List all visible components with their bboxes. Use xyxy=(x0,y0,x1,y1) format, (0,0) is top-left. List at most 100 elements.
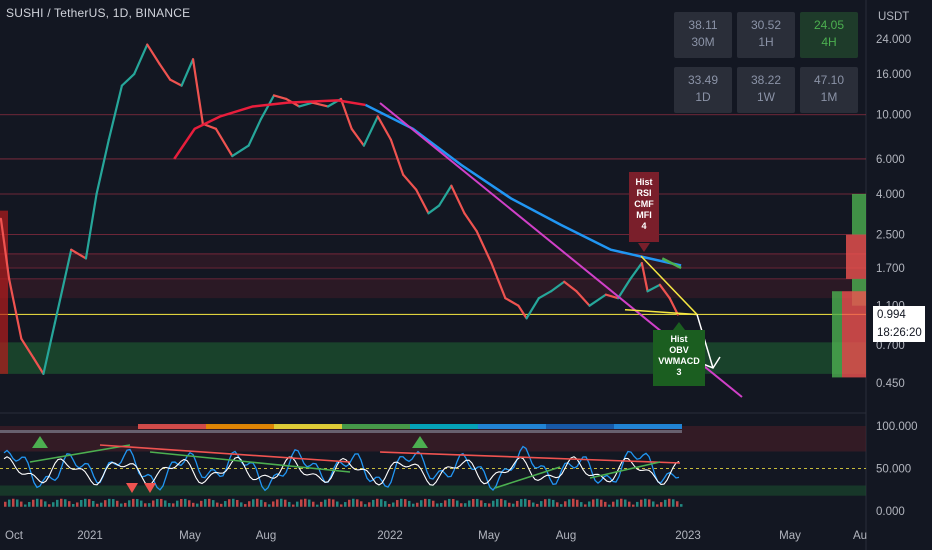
oscillator-volume-bar xyxy=(600,499,603,507)
oscillator-volume-bar xyxy=(548,498,551,507)
oscillator-volume-bar xyxy=(384,501,387,507)
oscillator-line-white xyxy=(3,456,680,486)
bearish-triangle xyxy=(126,483,138,493)
rsi-cell-1m: 47.10 1M xyxy=(800,67,858,113)
oscillator-volume-bar xyxy=(668,498,671,507)
oscillator-volume-bar xyxy=(268,504,271,507)
price-segment xyxy=(475,230,493,265)
oscillator-volume-bar xyxy=(304,498,307,507)
price-tick-label: 6.000 xyxy=(876,154,905,166)
bar-countdown-label: 18:26:20 xyxy=(873,324,925,342)
oscillator-volume-bar xyxy=(536,503,539,507)
price-tick-label: 10.000 xyxy=(876,110,911,122)
oscillator-volume-bar xyxy=(564,501,567,507)
oscillator-volume-bar xyxy=(616,499,619,507)
oscillator-tick-label: 0.000 xyxy=(876,506,905,518)
oscillator-volume-bar xyxy=(240,502,243,507)
resistance-zone xyxy=(0,253,866,269)
oscillator-volume-bar xyxy=(140,500,143,507)
oscillator-volume-bar xyxy=(76,502,79,507)
price-segment xyxy=(658,283,671,300)
oversold-zone xyxy=(0,485,866,496)
oscillator-strip xyxy=(206,424,274,429)
oscillator-volume-bar xyxy=(136,499,139,507)
oscillator-volume-bar xyxy=(212,500,215,507)
oscillator-tick-label: 50.000 xyxy=(876,464,911,476)
x-tick-label: May xyxy=(478,530,500,542)
price-tick-label: 0.700 xyxy=(876,340,905,352)
price-segment xyxy=(588,293,607,307)
rsi-cell-4h: 24.05 4H xyxy=(800,12,858,58)
price-segment xyxy=(180,58,195,87)
oscillator-strip xyxy=(410,424,478,429)
volume-profile-bar xyxy=(852,193,866,235)
oscillator-volume-bar xyxy=(360,501,363,507)
price-segment xyxy=(504,297,520,307)
volume-profile-bar xyxy=(832,291,842,378)
signal-line: RSI xyxy=(636,188,652,198)
oscillator-volume-bar xyxy=(624,499,627,507)
oscillator-strip xyxy=(0,430,682,433)
oscillator-volume-bar xyxy=(556,502,559,507)
oscillator-volume-bar xyxy=(80,500,83,507)
oscillator-volume-bar xyxy=(156,498,159,507)
oscillator-volume-bar xyxy=(436,503,439,507)
price-tick-label: 16.000 xyxy=(876,69,911,81)
price-segment xyxy=(272,94,288,101)
projection-arrow xyxy=(696,314,714,369)
oscillator-volume-bar xyxy=(380,499,383,507)
oscillator-volume-bar xyxy=(32,499,35,507)
oscillator-volume-bar xyxy=(376,498,379,507)
volume-profile-bar xyxy=(846,234,866,279)
oscillator-volume-bar xyxy=(368,502,371,507)
oscillator-volume-bar xyxy=(272,501,275,507)
signal-line: CMF xyxy=(634,199,654,209)
oscillator-volume-bar xyxy=(640,499,643,507)
oscillator-volume-bar xyxy=(512,503,515,507)
oscillator-volume-bar xyxy=(16,499,19,507)
oscillator-volume-bar xyxy=(184,498,187,507)
price-segment xyxy=(146,43,161,65)
oscillator-volume-bar xyxy=(580,502,583,507)
bearish-triangle xyxy=(144,483,156,493)
oscillator-volume-bar xyxy=(88,499,91,507)
oscillator-volume-bar xyxy=(628,501,631,507)
moving-average-red xyxy=(173,99,366,160)
oscillator-volume-bar xyxy=(416,502,419,507)
oscillator-volume-bar xyxy=(672,499,675,507)
bullish-signal-pointer xyxy=(673,322,685,330)
oscillator-volume-bar xyxy=(612,501,615,507)
oscillator-volume-bar xyxy=(24,504,27,507)
x-tick-label: May xyxy=(179,530,201,542)
divergence-line xyxy=(29,444,131,463)
oscillator-volume-bar xyxy=(604,501,607,507)
oscillator-volume-bar xyxy=(592,499,595,507)
oscillator-volume-bar xyxy=(340,504,343,507)
price-segment xyxy=(42,321,56,375)
oscillator-volume-bar xyxy=(644,498,647,507)
oscillator-volume-bar xyxy=(36,498,39,507)
rsi-timeframe: 4H xyxy=(821,35,837,49)
price-segment xyxy=(427,204,441,215)
x-tick-label: 2023 xyxy=(675,530,701,542)
wedge-line xyxy=(624,308,698,316)
signal-line: OBV xyxy=(669,345,689,355)
oscillator-volume-bar xyxy=(128,500,131,507)
oscillator-volume-bar xyxy=(132,498,135,507)
oscillator-volume-bar xyxy=(344,502,347,507)
oscillator-volume-bar xyxy=(460,503,463,507)
oscillator-volume-bar xyxy=(388,503,391,507)
rsi-timeframe: 30M xyxy=(691,35,715,49)
oscillator-volume-bar xyxy=(160,498,163,507)
price-segment xyxy=(640,261,649,293)
oscillator-volume-bar xyxy=(120,503,123,507)
oscillator-line-blue xyxy=(3,445,680,492)
oscillator-volume-bar xyxy=(328,498,331,507)
oscillator-volume-bar xyxy=(488,503,491,507)
oscillator-volume-bar xyxy=(484,502,487,507)
oscillator-tick-label: 100.000 xyxy=(876,421,918,433)
oscillator-volume-bar xyxy=(312,501,315,507)
oscillator-volume-bar xyxy=(276,499,279,507)
signal-line: MFI xyxy=(636,210,652,220)
